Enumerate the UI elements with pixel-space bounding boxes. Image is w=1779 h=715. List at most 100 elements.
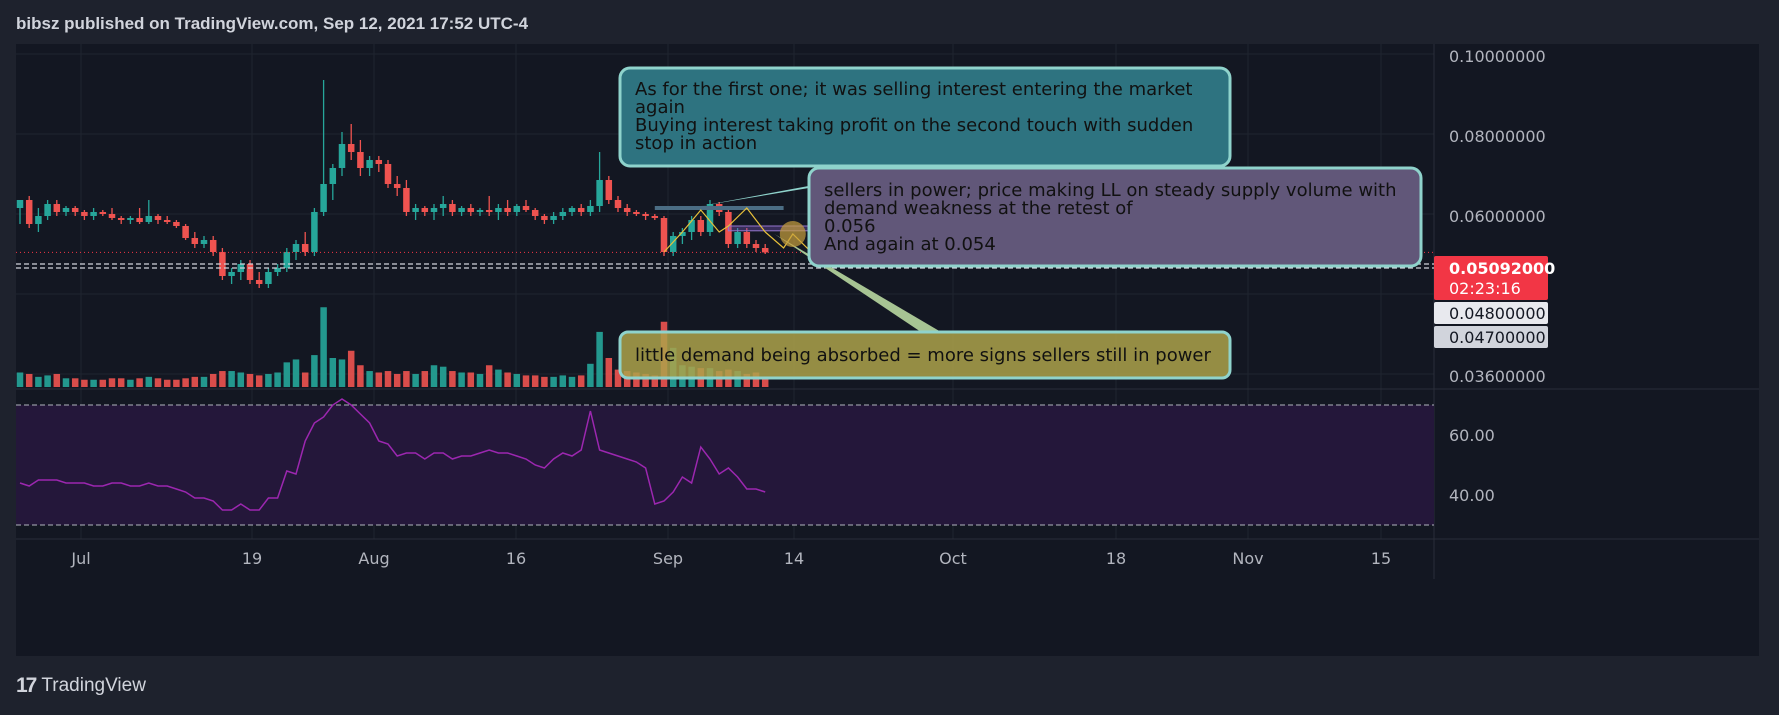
time-tick-16: 16 (506, 549, 526, 568)
candle-body-70 (660, 218, 668, 252)
rsi-tick-60: 60.00 (1449, 426, 1495, 445)
candle-body-53 (504, 208, 511, 212)
candle-body-16 (163, 220, 171, 222)
annotation-1-line-1: As for the first one; it was selling int… (635, 79, 1192, 100)
annotation-3-line-1: little demand being absorbed = more sign… (635, 345, 1212, 366)
candle-body-37 (357, 152, 364, 168)
level-label-2: 0.04700000 (1449, 328, 1546, 347)
candle-body-49 (467, 208, 475, 212)
candle-body-68 (642, 214, 649, 216)
volume-bar-69 (651, 375, 659, 387)
candle-body-81 (761, 248, 769, 253)
candle-body-18 (182, 226, 189, 238)
candle-body-54 (513, 206, 521, 212)
level-badge-1 (1434, 302, 1548, 324)
time-tick-14: 14 (784, 549, 804, 568)
candle-body-41 (393, 184, 401, 188)
volume-bar-81 (761, 378, 769, 387)
volume-bar-36 (347, 350, 355, 387)
annotation-2-line-4: And again at 0.054 (824, 234, 996, 255)
volume-bar-45 (430, 365, 438, 387)
candle-body-9 (99, 212, 107, 214)
annotation-1-line-2: again (635, 97, 685, 118)
price-tick-2: 0.08000000 (1449, 127, 1546, 146)
candle-body-4 (53, 204, 61, 212)
marker-circle (779, 221, 806, 247)
candle-body-62 (587, 206, 594, 212)
candle-body-52 (495, 208, 502, 212)
volume-bar-46 (439, 366, 447, 387)
candle-body-27 (265, 272, 272, 284)
candle-body-32 (311, 212, 318, 252)
volume-bar-52 (495, 369, 502, 387)
annotation-3[interactable]: little demand being absorbed = more sign… (618, 330, 1232, 380)
price-axis[interactable]: 0.10000000 0.08000000 0.06000000 0.03600… (1434, 47, 1555, 505)
time-tick-15: 15 (1371, 549, 1391, 568)
rsi-pane (16, 398, 1434, 526)
annotation-1-line-3: Buying interest taking profit on the sec… (635, 115, 1193, 136)
zigzag-path-1 (663, 207, 766, 253)
candle-body-14 (145, 216, 153, 222)
candle-body-38 (366, 160, 373, 168)
annotation-2-line-1: sellers in power; price making LL on ste… (824, 180, 1397, 201)
volume-bar-11 (117, 378, 125, 387)
candle-body-75 (706, 204, 714, 232)
volume-bar-21 (209, 373, 217, 387)
candle-body-26 (255, 280, 263, 284)
candle-body-6 (71, 208, 79, 212)
candle-body-66 (623, 208, 631, 212)
annotation-2[interactable]: sellers in power; price making LL on ste… (807, 166, 1423, 268)
volume-bar-62 (587, 363, 594, 387)
volume-bar-9 (99, 379, 107, 387)
candle-body-50 (476, 210, 484, 212)
time-tick-18: 18 (1106, 549, 1126, 568)
candle-body-73 (688, 220, 695, 232)
candle-body-28 (274, 268, 281, 272)
volume-bar-1 (25, 373, 33, 387)
volume-bar-35 (338, 359, 346, 387)
volume-bar-57 (541, 376, 548, 387)
last-price-badge (1434, 256, 1548, 300)
volume-bar-61 (577, 375, 585, 387)
candle-body-60 (568, 208, 576, 212)
volume-bar-65 (614, 369, 622, 387)
callout-pointer-3 (774, 234, 941, 332)
volume-bar-7 (81, 379, 88, 387)
candle-body-67 (633, 212, 640, 214)
volume-bar-63 (596, 331, 603, 387)
footer-brand[interactable]: 17 TradingView (16, 674, 146, 698)
candle-body-5 (62, 208, 70, 212)
volume-bar-24 (237, 372, 245, 387)
candle-body-35 (338, 144, 346, 168)
candle-body-57 (541, 216, 548, 220)
candle-body-79 (743, 232, 751, 244)
candle-body-42 (403, 188, 410, 212)
last-price-label: 0.05092000 (1449, 259, 1555, 278)
countdown-label: 02:23:16 (1449, 279, 1521, 298)
volume-bar-56 (531, 375, 539, 387)
volume-bar-47 (449, 371, 456, 387)
volume-bar-13 (136, 378, 143, 387)
candle-body-21 (209, 240, 217, 252)
candle-body-15 (154, 216, 162, 220)
volume-bar-23 (228, 371, 235, 387)
volume-bar-39 (375, 372, 383, 387)
candle-body-51 (485, 210, 493, 212)
volume-bar-22 (219, 371, 226, 387)
level-label-1: 0.04800000 (1449, 304, 1546, 323)
volume-bar-53 (504, 372, 511, 387)
time-axis[interactable]: Jul 19 Aug 16 Sep 14 Oct 18 Nov 15 (70, 549, 1391, 568)
candle-body-56 (531, 210, 539, 216)
volume-bar-18 (182, 378, 189, 387)
volume-bar-59 (559, 375, 567, 387)
annotation-1[interactable]: As for the first one; it was selling int… (618, 66, 1232, 168)
volume-bar-31 (301, 372, 309, 387)
candle-body-58 (550, 216, 557, 220)
volume-bar-27 (265, 373, 272, 387)
chart-svg[interactable]: As for the first one; it was selling int… (16, 44, 1759, 656)
price-tick-4: 0.03600000 (1449, 367, 1546, 386)
volume-bar-55 (522, 375, 530, 387)
candle-body-13 (136, 218, 143, 222)
level-badge-2 (1434, 326, 1548, 348)
volume-bar-19 (191, 376, 199, 387)
